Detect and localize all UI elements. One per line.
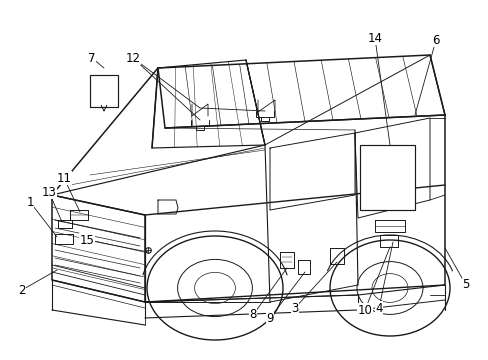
Text: 2: 2 (18, 284, 26, 297)
Ellipse shape (356, 262, 422, 314)
Text: 10: 10 (357, 303, 372, 316)
Ellipse shape (177, 260, 252, 316)
Text: 5: 5 (461, 279, 469, 292)
Text: 12: 12 (125, 51, 140, 64)
Text: 15: 15 (80, 234, 94, 247)
Text: 1: 1 (26, 195, 34, 208)
Text: 9: 9 (265, 311, 273, 324)
Text: 8: 8 (249, 309, 256, 321)
Text: 7: 7 (88, 51, 96, 64)
FancyBboxPatch shape (90, 75, 118, 107)
Text: 11: 11 (57, 171, 71, 185)
Text: 13: 13 (41, 185, 56, 198)
Text: 14: 14 (367, 32, 382, 45)
Text: 3: 3 (291, 302, 298, 315)
Text: 4: 4 (374, 302, 382, 315)
Text: 6: 6 (431, 33, 439, 46)
FancyBboxPatch shape (359, 145, 414, 210)
